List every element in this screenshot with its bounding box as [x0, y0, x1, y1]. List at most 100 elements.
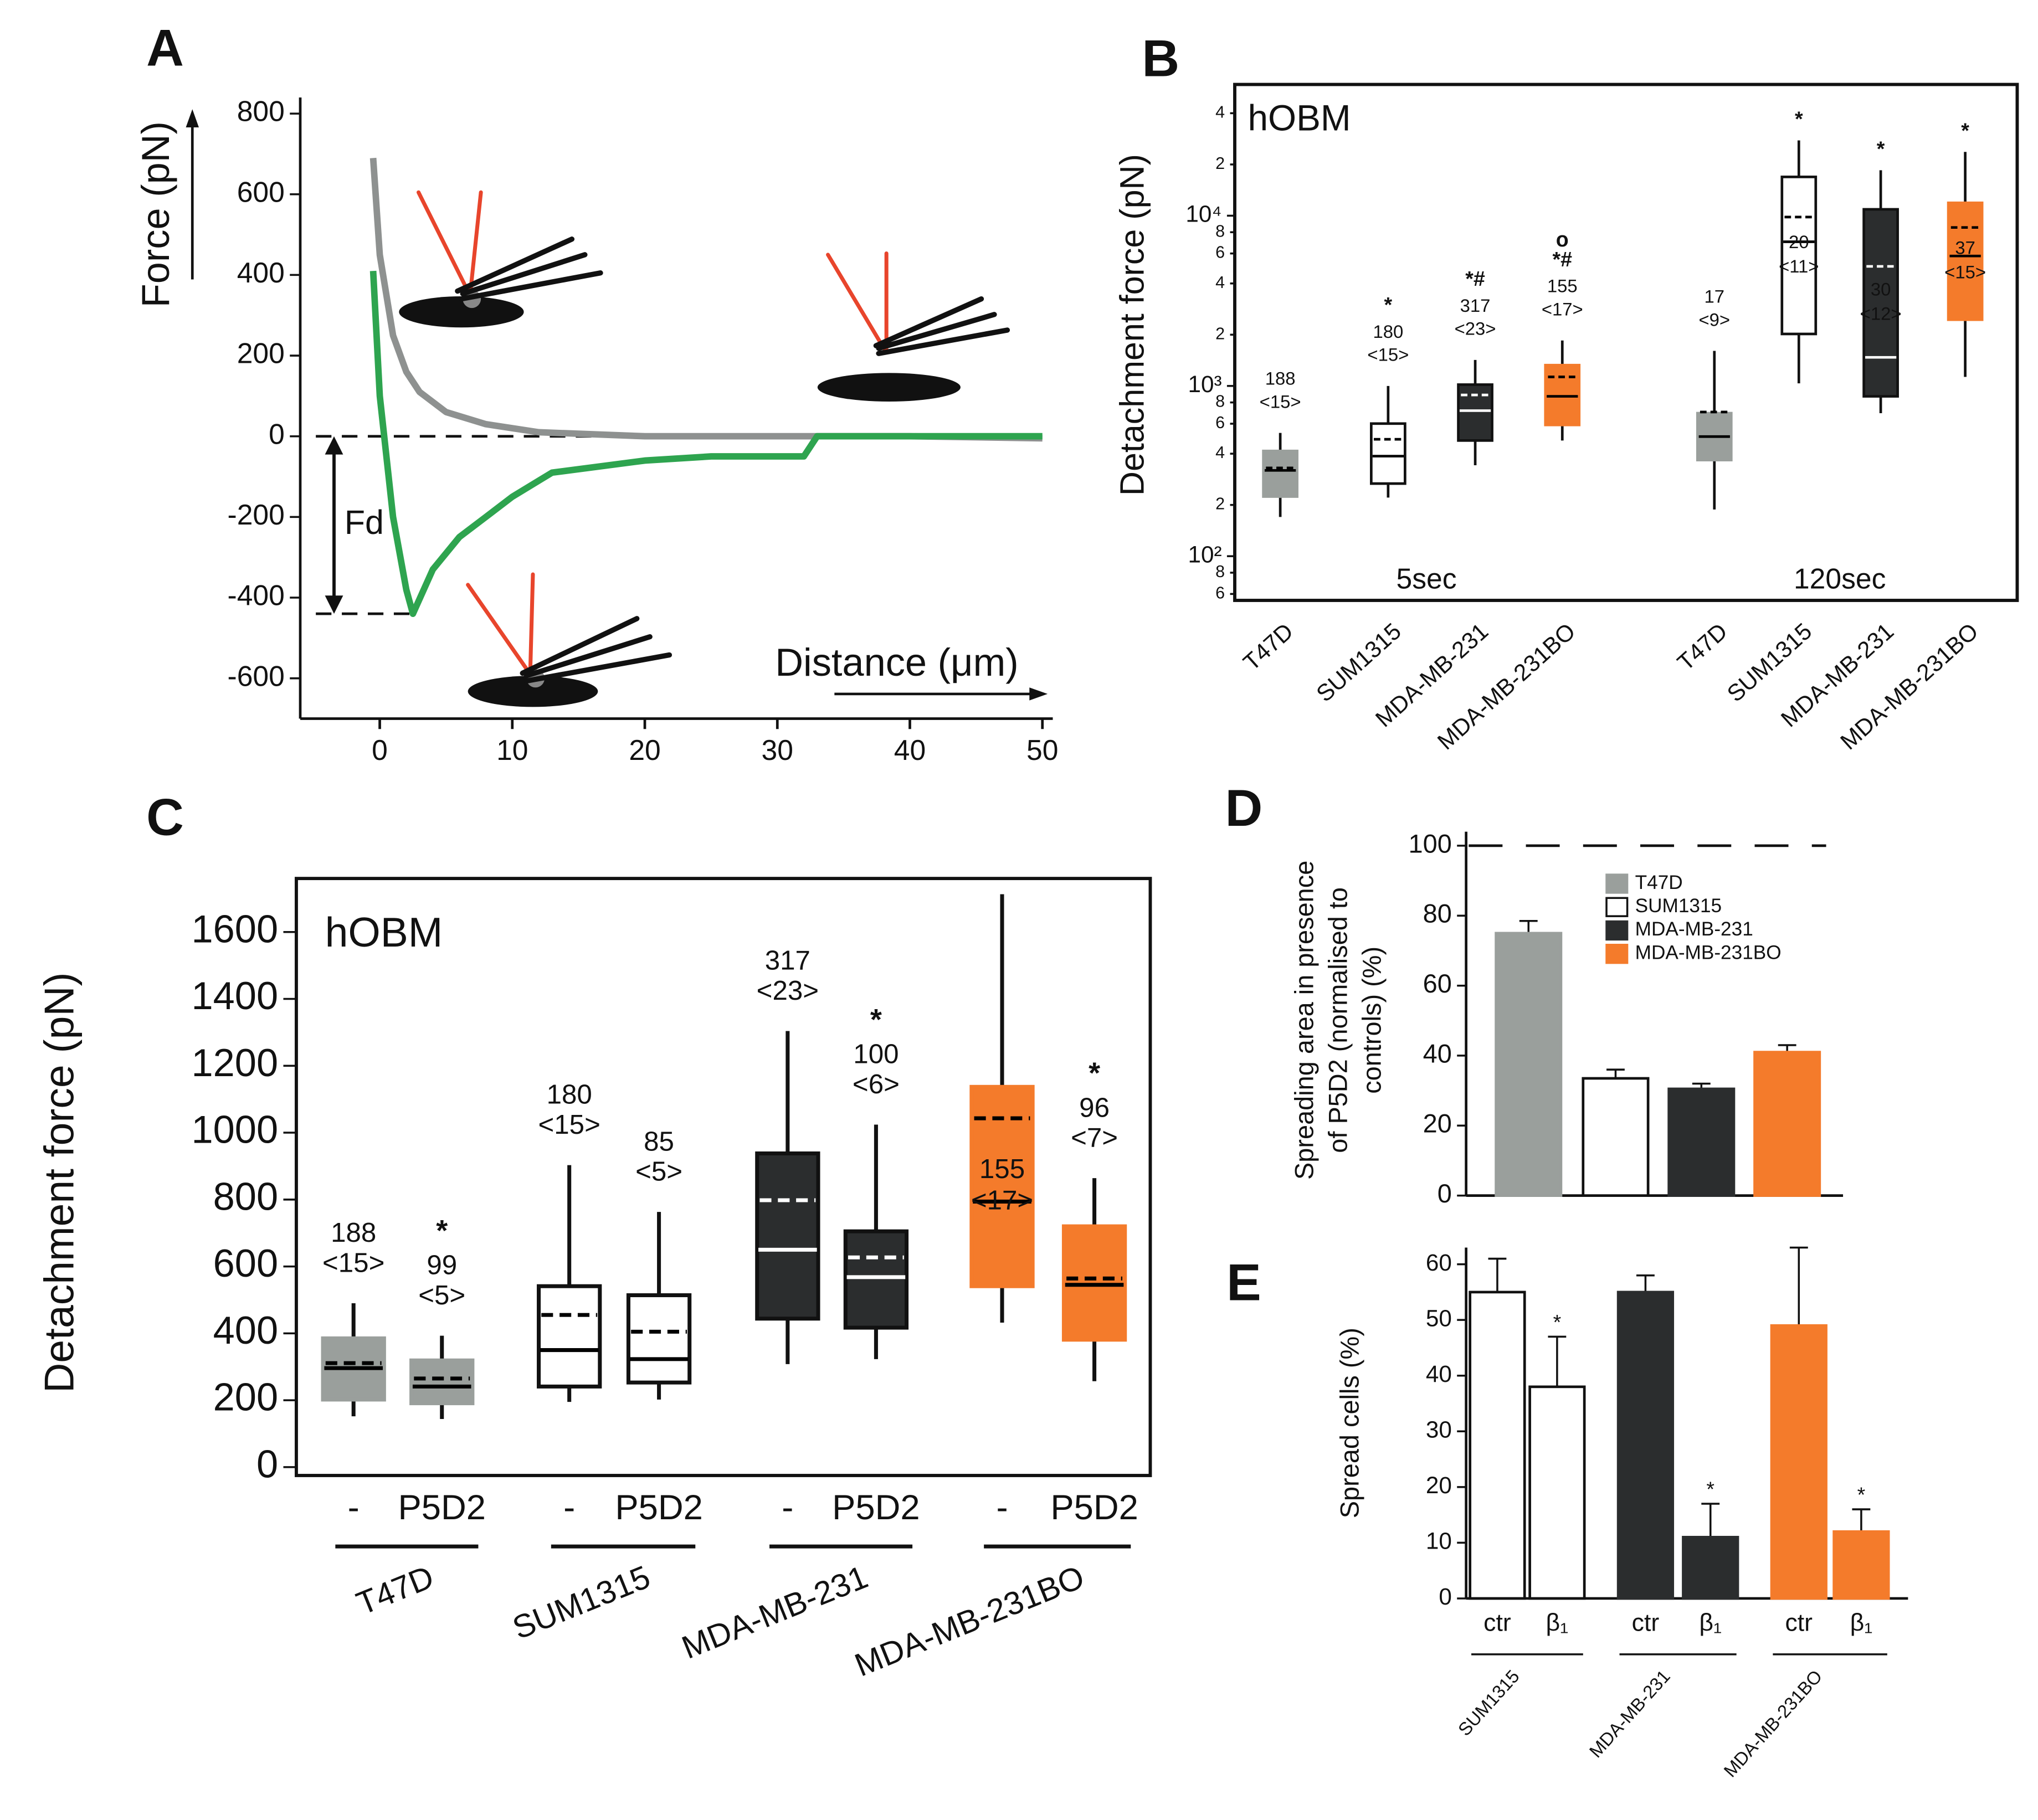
bar [1582, 1077, 1650, 1197]
y-tick-label: 200 [213, 1375, 278, 1419]
x-axis-label: Distance (μm) [775, 640, 1018, 684]
y-tick-label: 800 [213, 1174, 278, 1218]
n-label: 30 [1871, 279, 1891, 299]
x-tick-label: 50 [1026, 734, 1058, 766]
panel-label: E [1226, 1253, 1261, 1312]
x-tick-label: P5D2 [1050, 1488, 1138, 1527]
panel-label: D [1225, 779, 1263, 837]
cartoon-approach [399, 190, 603, 328]
y-tick-label: 6 [1215, 583, 1225, 602]
bar [1832, 1530, 1890, 1600]
group-label: 5sec [1397, 562, 1457, 594]
y-tick-label: 200 [237, 337, 285, 369]
panel-label: B [1142, 29, 1179, 87]
x-tick-label: β₁ [1850, 1610, 1873, 1637]
n-label: 20 [1789, 232, 1809, 252]
x-tick-label: - [996, 1488, 1008, 1527]
y-tick-label: 0 [1438, 1179, 1452, 1208]
group-label: MDA-MB-231 [677, 1559, 873, 1666]
box [1780, 176, 1818, 336]
bar [1469, 1291, 1526, 1600]
group-label: MDA-MB-231BO [1719, 1666, 1826, 1781]
y-tick-label: 4 [1215, 273, 1225, 292]
y-axis-label: Detachment force (pN) [1113, 154, 1151, 496]
n-bracket: <23> [1455, 318, 1496, 339]
y-tick-label: -200 [228, 498, 285, 531]
n-bracket: <5> [635, 1156, 682, 1186]
plot-frame [1233, 83, 2019, 602]
x-tick-label: T47D [1672, 618, 1732, 676]
y-tick-label: 30 [1426, 1416, 1452, 1442]
group-label: 120sec [1794, 562, 1886, 594]
y-tick-label: 1600 [192, 907, 279, 950]
cartoon-laser [416, 190, 470, 294]
y-tick-label: 40 [1426, 1361, 1452, 1387]
n-bracket: <15> [322, 1247, 384, 1278]
box [409, 1358, 475, 1406]
y-tick-label: -400 [228, 579, 285, 611]
n-label: 37 [1955, 237, 1975, 258]
y-tick-label: 6 [1215, 413, 1225, 432]
y-tick-label: 4 [1215, 443, 1225, 462]
chart-title: hOBM [325, 909, 443, 955]
fd-arrowhead [325, 436, 343, 614]
n-bracket: <11> [1779, 256, 1819, 276]
n-label: 155 [979, 1154, 1025, 1184]
cartoon-substrate [817, 373, 961, 402]
box [1262, 449, 1298, 498]
y-tick-label: 600 [213, 1241, 278, 1285]
y-tick-label: 1000 [192, 1108, 279, 1151]
box [1862, 208, 1899, 398]
x-tick-label: P5D2 [832, 1488, 920, 1527]
n-bracket: <17> [1542, 299, 1583, 320]
n-label: 17 [1705, 286, 1725, 306]
x-tick-label: ctr [1483, 1610, 1511, 1637]
y-tick-label: 10³ [1188, 371, 1221, 397]
y-tick-label: 60 [1426, 1250, 1452, 1276]
group-label: SUM1315 [1454, 1666, 1523, 1740]
y-tick-label: 6 [1215, 243, 1225, 262]
significance: * [1706, 1477, 1714, 1500]
bar [1753, 1051, 1821, 1197]
group-label: SUM1315 [508, 1559, 655, 1647]
significance: o [1556, 228, 1569, 251]
bar [1495, 932, 1563, 1197]
y-tick-label: 800 [237, 95, 285, 127]
y-tick-label: 60 [1423, 969, 1452, 998]
y-tick-label: 10² [1188, 541, 1221, 567]
x-tick-label: - [348, 1488, 360, 1527]
box [537, 1284, 602, 1389]
y-axis-label: Spread cells (%) [1336, 1328, 1364, 1518]
n-label: 96 [1079, 1092, 1110, 1123]
x-tick-label: T47D [1238, 618, 1298, 676]
n-bracket: <15> [1944, 261, 1986, 282]
bar [1528, 1385, 1586, 1600]
cartoon-detached [817, 251, 1010, 402]
significance: *# [1465, 267, 1485, 290]
cartoon-laser [528, 572, 535, 673]
y-tick-label: 400 [237, 256, 285, 289]
significance: * [1553, 1310, 1562, 1334]
x-tick-label: β₁ [1546, 1610, 1569, 1637]
n-label: 317 [765, 945, 810, 976]
x-tick-label: 0 [372, 734, 388, 766]
significance: * [1961, 119, 1969, 142]
y-tick-label: -600 [228, 660, 285, 692]
n-bracket: <5> [418, 1280, 465, 1310]
cartoon-cantilever [520, 616, 673, 684]
y-tick-label: 1400 [192, 974, 279, 1017]
y-tick-label: 80 [1423, 899, 1452, 928]
y-tick-label: 0 [256, 1442, 278, 1485]
legend-label: MDA-MB-231BO [1635, 942, 1782, 963]
legend-swatch [1605, 897, 1629, 917]
legend-label: T47D [1635, 872, 1683, 893]
n-label: 180 [1373, 321, 1403, 342]
panel-label: A [146, 19, 184, 77]
significance: * [1089, 1057, 1100, 1090]
n-label: 180 [547, 1079, 592, 1110]
x-tick-label: P5D2 [615, 1488, 702, 1527]
y-tick-label: 10 [1426, 1528, 1452, 1554]
box [1457, 383, 1493, 442]
force-curve [369, 270, 1043, 618]
